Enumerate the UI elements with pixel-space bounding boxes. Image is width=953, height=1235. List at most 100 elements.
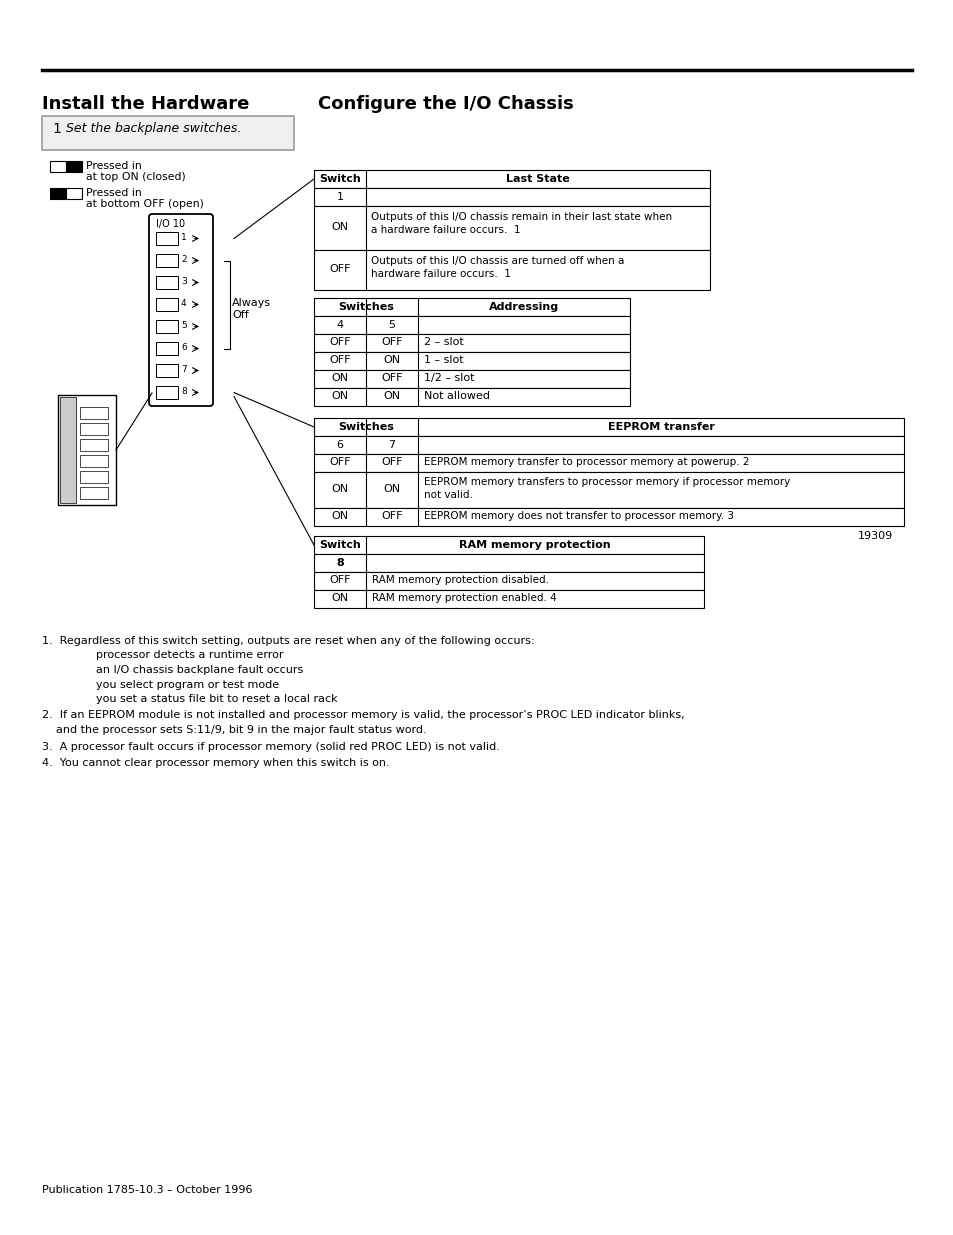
Text: OFF: OFF [329, 576, 351, 585]
Text: 2.  If an EEPROM module is not installed and processor memory is valid, the proc: 2. If an EEPROM module is not installed … [42, 710, 684, 720]
Text: 8: 8 [181, 387, 187, 396]
Text: Outputs of this I/O chassis remain in their last state when: Outputs of this I/O chassis remain in th… [371, 212, 672, 222]
FancyBboxPatch shape [149, 214, 213, 406]
Text: Addressing: Addressing [489, 303, 558, 312]
Bar [80, 471, 108, 483]
Text: 1 – slot: 1 – slot [423, 354, 463, 366]
Text: 2: 2 [181, 254, 187, 264]
Text: 1.  Regardless of this switch setting, outputs are reset when any of the followi: 1. Regardless of this switch setting, ou… [42, 636, 534, 646]
Text: 4.  You cannot clear processor memory when this switch is on.: 4. You cannot clear processor memory whe… [42, 758, 389, 768]
Text: an I/O chassis backplane fault occurs: an I/O chassis backplane fault occurs [96, 664, 303, 676]
Bar [314, 170, 709, 188]
Text: EEPROM memory transfer to processor memory at powerup. 2: EEPROM memory transfer to processor memo… [423, 457, 749, 467]
Bar [314, 472, 903, 508]
Text: ON: ON [331, 373, 348, 383]
Bar [80, 454, 108, 467]
Bar [80, 408, 108, 419]
Text: ON: ON [383, 484, 400, 494]
Bar [314, 188, 709, 206]
Text: 8: 8 [335, 558, 343, 568]
Text: 1: 1 [336, 191, 343, 203]
Bar [156, 320, 178, 333]
Text: Switches: Switches [337, 422, 394, 432]
Bar [314, 590, 703, 608]
Text: OFF: OFF [381, 457, 402, 467]
Text: Publication 1785-10.3 – October 1996: Publication 1785-10.3 – October 1996 [42, 1186, 253, 1195]
Bar [314, 333, 629, 352]
Bar [42, 116, 294, 149]
Text: 3: 3 [181, 277, 187, 287]
Bar [314, 352, 629, 370]
Text: ON: ON [383, 354, 400, 366]
Text: ON: ON [331, 593, 348, 603]
Bar [314, 249, 709, 290]
Bar [80, 438, 108, 451]
Text: Configure the I/O Chassis: Configure the I/O Chassis [317, 95, 573, 112]
Bar [50, 161, 66, 172]
Text: OFF: OFF [329, 337, 351, 347]
Text: EEPROM memory transfers to processor memory if processor memory: EEPROM memory transfers to processor mem… [423, 477, 789, 487]
Text: Install the Hardware: Install the Hardware [42, 95, 249, 112]
Text: 4: 4 [336, 320, 343, 330]
Bar [156, 387, 178, 399]
Text: Pressed in: Pressed in [86, 161, 142, 170]
Bar [80, 487, 108, 499]
Text: OFF: OFF [381, 337, 402, 347]
Bar [314, 298, 629, 316]
Text: Last State: Last State [506, 174, 569, 184]
Text: 1/2 – slot: 1/2 – slot [423, 373, 474, 383]
Bar [314, 370, 629, 388]
Bar [156, 232, 178, 245]
Bar [50, 188, 66, 199]
Bar [156, 364, 178, 377]
Bar [314, 388, 629, 406]
Bar [314, 508, 903, 526]
Text: ON: ON [331, 222, 348, 232]
Text: OFF: OFF [381, 511, 402, 521]
Text: OFF: OFF [329, 264, 351, 274]
Text: you select program or test mode: you select program or test mode [96, 679, 279, 689]
Bar [314, 206, 709, 249]
Text: not valid.: not valid. [423, 490, 473, 500]
Text: Switch: Switch [319, 540, 360, 550]
Text: 1: 1 [52, 122, 61, 136]
Text: 7: 7 [181, 366, 187, 374]
Bar [314, 316, 629, 333]
Bar [314, 536, 703, 555]
Text: Switches: Switches [337, 303, 394, 312]
Text: you set a status file bit to reset a local rack: you set a status file bit to reset a loc… [96, 694, 337, 704]
Text: hardware failure occurs.  1: hardware failure occurs. 1 [371, 269, 511, 279]
Text: OFF: OFF [329, 354, 351, 366]
Text: ON: ON [331, 511, 348, 521]
Text: 5: 5 [181, 321, 187, 330]
Text: OFF: OFF [329, 457, 351, 467]
Text: 2 – slot: 2 – slot [423, 337, 463, 347]
Text: EEPROM memory does not transfer to processor memory. 3: EEPROM memory does not transfer to proce… [423, 511, 733, 521]
Text: 1: 1 [181, 233, 187, 242]
Text: Always: Always [232, 298, 271, 308]
Text: ON: ON [383, 391, 400, 401]
Text: at top ON (closed): at top ON (closed) [86, 172, 186, 182]
Text: 4: 4 [181, 299, 187, 308]
Bar [314, 454, 903, 472]
Text: 5: 5 [388, 320, 395, 330]
Bar [60, 396, 76, 503]
Text: a hardware failure occurs.  1: a hardware failure occurs. 1 [371, 225, 520, 235]
Text: RAM memory protection enabled. 4: RAM memory protection enabled. 4 [372, 593, 557, 603]
Bar [314, 417, 903, 436]
Text: EEPROM transfer: EEPROM transfer [607, 422, 714, 432]
Text: Pressed in: Pressed in [86, 188, 142, 198]
Bar [314, 572, 703, 590]
Text: ON: ON [331, 484, 348, 494]
Text: Switch: Switch [319, 174, 360, 184]
Text: 19309: 19309 [857, 531, 892, 541]
Text: ON: ON [331, 391, 348, 401]
Bar [156, 342, 178, 354]
Text: 3.  A processor fault occurs if processor memory (solid red PROC LED) is not val: 3. A processor fault occurs if processor… [42, 741, 499, 752]
Bar [156, 275, 178, 289]
Bar [66, 188, 82, 199]
Bar [58, 395, 116, 505]
Text: Outputs of this I/O chassis are turned off when a: Outputs of this I/O chassis are turned o… [371, 256, 623, 266]
Text: 7: 7 [388, 440, 395, 450]
Bar [314, 555, 703, 572]
